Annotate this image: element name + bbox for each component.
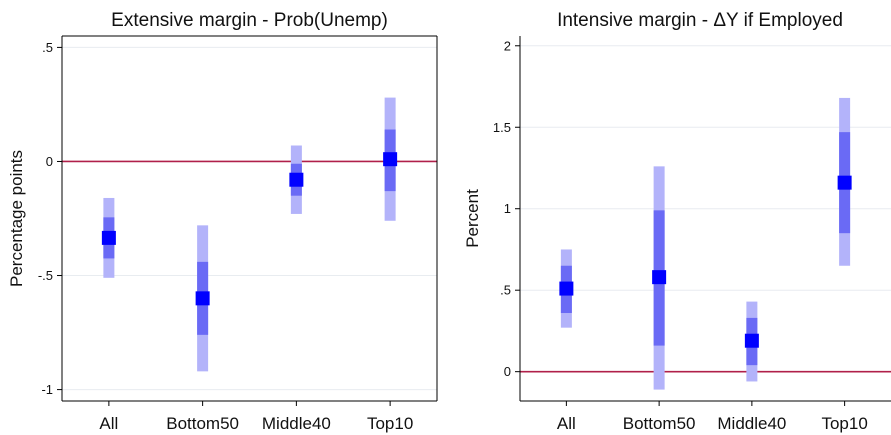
- point-estimate-marker: [101, 230, 116, 245]
- y-tick-label: 1: [504, 201, 511, 216]
- y-tick-label: 0: [504, 364, 511, 379]
- chart-title: Extensive margin - Prob(Unemp): [111, 10, 388, 31]
- x-category-label: Middle40: [262, 414, 331, 433]
- point-estimate-marker: [559, 281, 574, 296]
- x-category-label: Top10: [821, 414, 867, 433]
- x-category-label: All: [99, 414, 118, 433]
- y-axis-label: Percentage points: [7, 150, 26, 287]
- x-category-label: Top10: [367, 414, 413, 433]
- point-estimate-marker: [744, 333, 759, 348]
- point-estimate-marker: [195, 291, 210, 306]
- point-estimate-marker: [652, 270, 667, 285]
- y-tick-label: -.5: [38, 268, 53, 283]
- panel-intensive-margin: 0 .5 1 1.5 2 All Bottom50 Middle40 Top10 Intensiv…: [463, 10, 891, 433]
- x-category-label: Bottom50: [166, 414, 239, 433]
- point-estimate-marker: [837, 175, 852, 190]
- point-estimate-marker: [383, 152, 398, 167]
- y-axis-label: Percent: [463, 189, 482, 248]
- x-category-label: Bottom50: [623, 414, 696, 433]
- y-tick-label: -1: [41, 382, 53, 397]
- point-estimate-marker: [289, 172, 304, 187]
- x-category-label: Middle40: [717, 414, 786, 433]
- panel-extensive-margin: -1 -.5 0 .5 All Bottom50 Middle40 Top10 Extensiv…: [7, 10, 438, 433]
- y-tick-label: .5: [500, 283, 511, 298]
- chart-title: Intensive margin - ΔY if Employed: [557, 10, 843, 31]
- x-category-label: All: [557, 414, 576, 433]
- y-tick-label: 0: [46, 154, 53, 169]
- y-tick-label: 1.5: [493, 120, 511, 135]
- y-tick-label: 2: [504, 38, 511, 53]
- y-tick-label: .5: [42, 40, 53, 55]
